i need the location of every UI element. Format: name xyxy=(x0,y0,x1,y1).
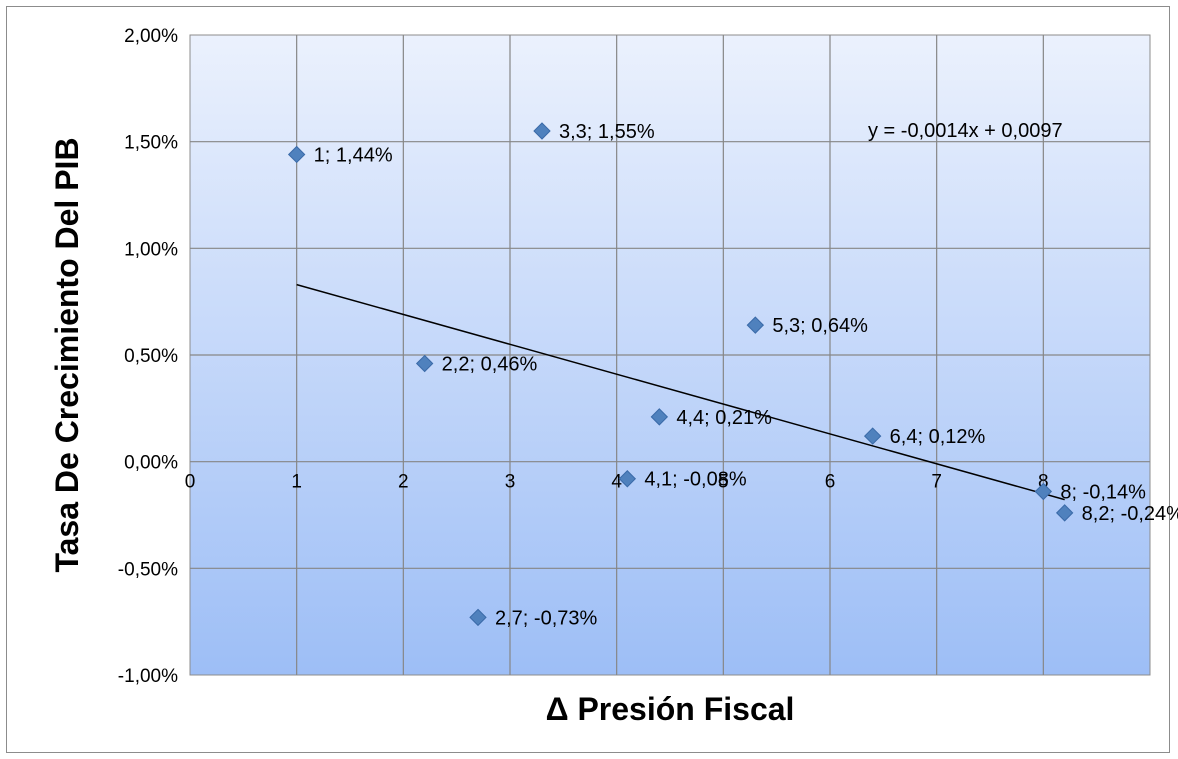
data-label: 4,4; 0,21% xyxy=(676,407,772,429)
x-tick-label: 1 xyxy=(291,472,302,493)
data-point xyxy=(863,427,882,445)
trendline-equation: y = -0,0014x + 0,0097 xyxy=(868,120,1063,142)
x-axis-title: Δ Presión Fiscal xyxy=(546,691,795,727)
y-axis-ticks: -1,00% -0,50% 0,00% 0,50% 1,00% 1,50% 2,00% xyxy=(118,26,178,687)
data-label: 2,2; 0,46% xyxy=(442,354,538,376)
data-point xyxy=(1055,504,1074,522)
data-point xyxy=(533,122,551,140)
y-tick-label: 0,50% xyxy=(124,346,178,367)
x-tick-label: 6 xyxy=(825,472,836,493)
data-label: 5,3; 0,64% xyxy=(772,315,868,337)
trendline-group xyxy=(296,283,1065,501)
data-point xyxy=(1034,482,1053,501)
data-label: 8,2; -0,24% xyxy=(1082,503,1178,525)
data-label: 8; -0,14% xyxy=(1060,482,1146,504)
data-point xyxy=(650,408,669,426)
y-tick-label: 1,00% xyxy=(124,239,178,260)
y-tick-label: 0,00% xyxy=(124,453,178,474)
y-tick-label: -1,00% xyxy=(118,666,178,687)
x-tick-label: 0 xyxy=(185,472,196,493)
data-point xyxy=(746,316,765,334)
data-label: 6,4; 0,12% xyxy=(890,426,986,448)
trendline xyxy=(296,283,1065,501)
data-label: 1; 1,44% xyxy=(314,144,393,166)
y-tick-label: 1,50% xyxy=(124,133,178,154)
x-tick-label: 7 xyxy=(931,472,942,493)
data-points xyxy=(287,122,1074,627)
y-tick-label: 2,00% xyxy=(124,26,178,47)
data-label: 3,3; 1,55% xyxy=(559,121,655,143)
data-point xyxy=(469,608,487,627)
x-tick-label: 8 xyxy=(1038,472,1049,493)
grid-lines xyxy=(190,35,1150,675)
data-point xyxy=(415,354,434,373)
x-tick-label: 5 xyxy=(718,472,729,493)
y-tick-label: -0,50% xyxy=(118,559,178,580)
x-tick-label: 3 xyxy=(505,472,516,493)
x-axis-ticks: 0 1 2 3 4 5 6 7 8 xyxy=(185,472,1049,493)
y-axis-title: Tasa De Crecimiento Del PIB xyxy=(49,137,85,572)
x-tick-label: 4 xyxy=(611,472,622,493)
data-point xyxy=(287,145,306,164)
x-tick-label: 2 xyxy=(398,472,409,493)
data-label: 4,1; -0,08% xyxy=(644,469,747,491)
data-labels: 1; 1,44% 3,3; 1,55% 2,2; 0,46% 5,3; 0,64% 4,… xyxy=(314,121,1178,629)
data-label: 2,7; -0,73% xyxy=(495,607,598,629)
data-point xyxy=(618,470,637,488)
